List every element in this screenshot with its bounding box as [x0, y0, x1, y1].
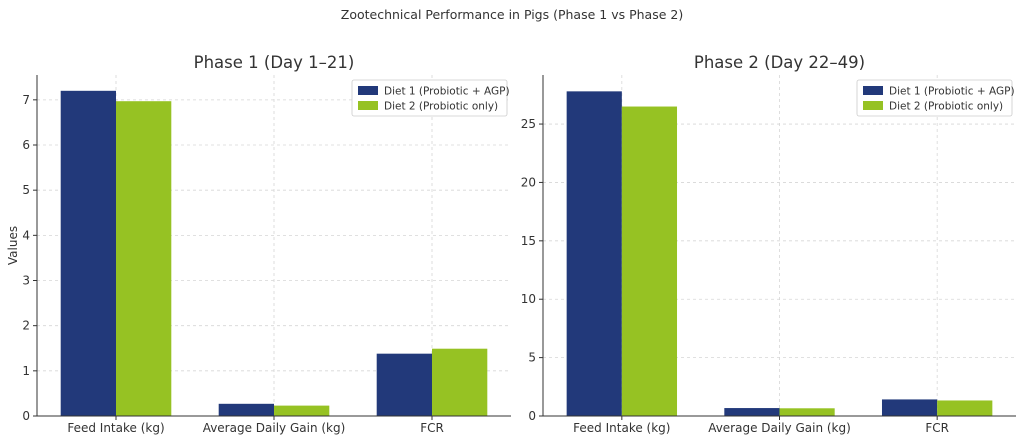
subplot-title: Phase 2 (Day 22–49) — [694, 53, 865, 72]
y-tick-label: 10 — [521, 292, 536, 306]
y-tick-label: 7 — [22, 93, 30, 107]
bar-diet1-1 — [218, 403, 274, 416]
subplot-1: 0 1 2 3 4 5 6 7 Feed Intake (kg) Average Daily Ga… — [6, 53, 511, 435]
legend-frame — [856, 79, 1013, 117]
x-tick-label: Average Daily Gain (kg) — [708, 421, 851, 435]
y-tick-label: 15 — [521, 234, 536, 248]
figure-suptitle: Zootechnical Performance in Pigs (Phase … — [341, 7, 683, 22]
legend: Diet 1 (Probiotic + AGP) Diet 2 (Probioti… — [856, 79, 1015, 117]
x-tick-label: FCR — [420, 421, 444, 435]
y-tick-label: 1 — [22, 364, 30, 378]
legend: Diet 1 (Probiotic + AGP) Diet 2 (Probioti… — [351, 79, 510, 117]
y-tick-label: 3 — [22, 274, 30, 288]
y-tick-label: 20 — [521, 175, 536, 189]
bar-diet2-1 — [274, 405, 330, 416]
legend-swatch — [358, 86, 378, 95]
bar-diet1-0 — [566, 91, 622, 417]
legend-label: Diet 2 (Probiotic only) — [889, 101, 1003, 113]
y-tick-label: 5 — [22, 183, 30, 197]
legend-frame — [351, 79, 508, 117]
y-tick-label: 6 — [22, 138, 30, 152]
legend-label: Diet 2 (Probiotic only) — [384, 101, 498, 113]
legend-swatch — [358, 101, 378, 110]
subplot-title: Phase 1 (Day 1–21) — [194, 53, 355, 72]
bar-diet2-1 — [779, 408, 835, 416]
legend-label: Diet 1 (Probiotic + AGP) — [889, 86, 1015, 98]
y-axis-label: Values — [6, 226, 20, 265]
bar-diet2-0 — [621, 106, 678, 416]
y-tick-label: 0 — [22, 409, 30, 423]
legend-label: Diet 1 (Probiotic + AGP) — [384, 86, 510, 98]
y-tick-label: 0 — [528, 409, 536, 423]
x-tick-label: FCR — [925, 421, 949, 435]
x-tick-label: Average Daily Gain (kg) — [203, 421, 346, 435]
bar-diet1-0 — [60, 90, 116, 416]
y-tick-label: 5 — [528, 351, 536, 365]
y-tick-label: 2 — [22, 319, 30, 333]
x-tick-label: Feed Intake (kg) — [573, 421, 670, 435]
legend-swatch — [863, 101, 883, 110]
subplot-2: 0 5 10 15 20 25 Feed Intake (kg) Average Daily … — [521, 53, 1016, 435]
x-tick-label: Feed Intake (kg) — [67, 421, 164, 435]
bar-diet1-2 — [376, 353, 432, 416]
bar-diet2-2 — [937, 400, 993, 416]
bar-diet1-2 — [881, 399, 938, 416]
bar-diet2-0 — [116, 101, 172, 416]
legend-swatch — [863, 86, 883, 95]
y-tick-label: 25 — [521, 117, 536, 131]
y-tick-label: 4 — [22, 228, 30, 242]
bar-diet1-1 — [724, 408, 780, 416]
bar-diet2-2 — [432, 348, 488, 416]
